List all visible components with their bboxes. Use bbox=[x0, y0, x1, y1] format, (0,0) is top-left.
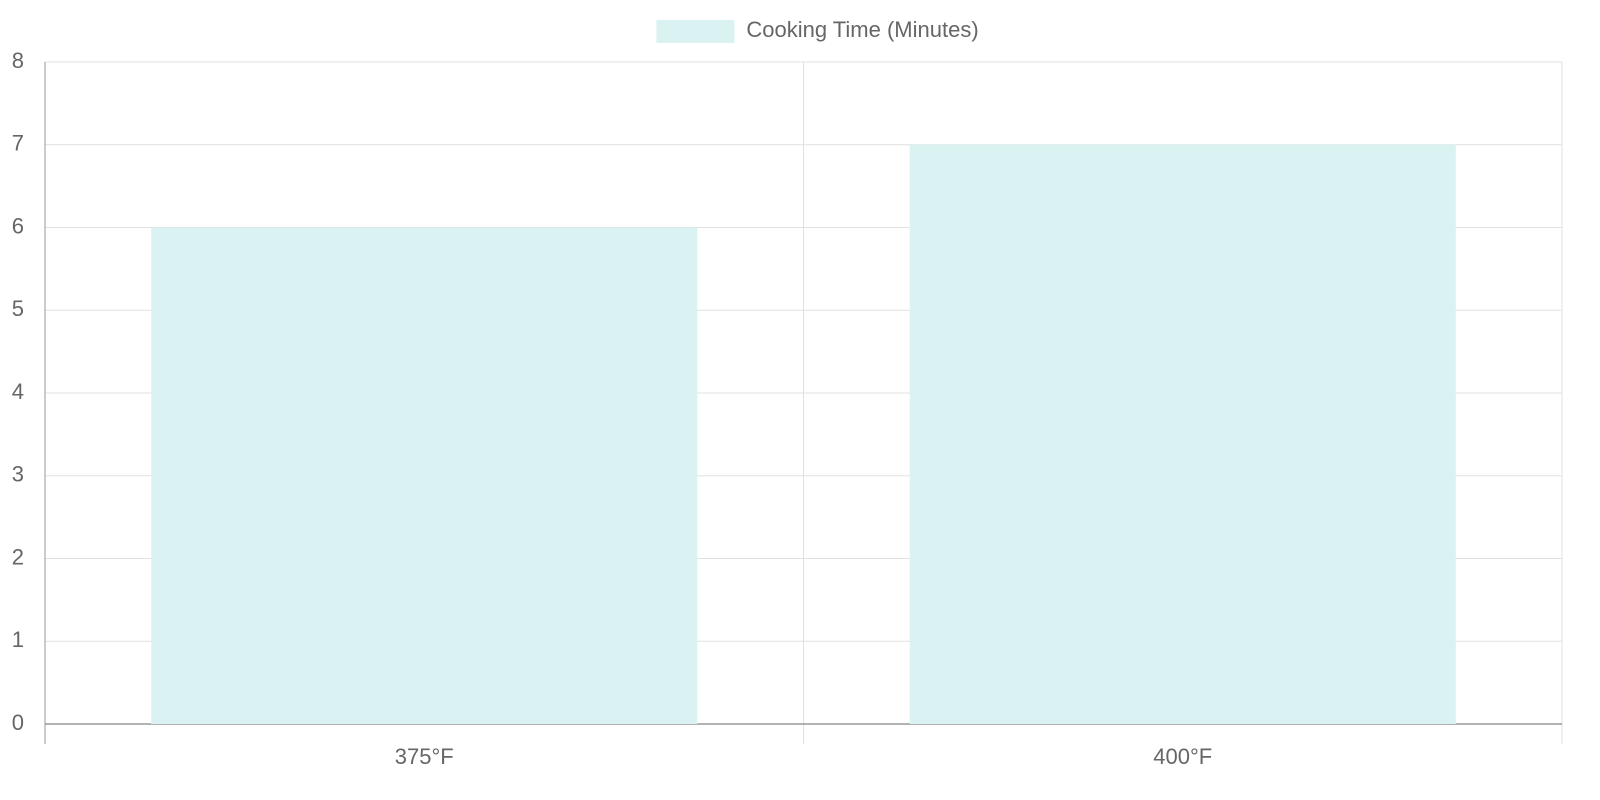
bar bbox=[909, 144, 1456, 724]
bar bbox=[151, 227, 698, 724]
y-tick-label: 4 bbox=[12, 379, 24, 404]
legend-swatch bbox=[656, 20, 735, 43]
y-tick-label: 8 bbox=[12, 48, 24, 73]
y-tick-label: 6 bbox=[12, 213, 24, 238]
y-tick-label: 0 bbox=[12, 710, 24, 735]
y-tick-label: 5 bbox=[12, 296, 24, 321]
x-tick-label: 375°F bbox=[395, 744, 454, 769]
legend-label: Cooking Time (Minutes) bbox=[746, 17, 978, 42]
y-tick-label: 2 bbox=[12, 544, 24, 569]
x-tick-label: 400°F bbox=[1153, 744, 1212, 769]
y-tick-label: 1 bbox=[12, 627, 24, 652]
y-tick-label: 3 bbox=[12, 462, 24, 487]
y-tick-label: 7 bbox=[12, 131, 24, 156]
